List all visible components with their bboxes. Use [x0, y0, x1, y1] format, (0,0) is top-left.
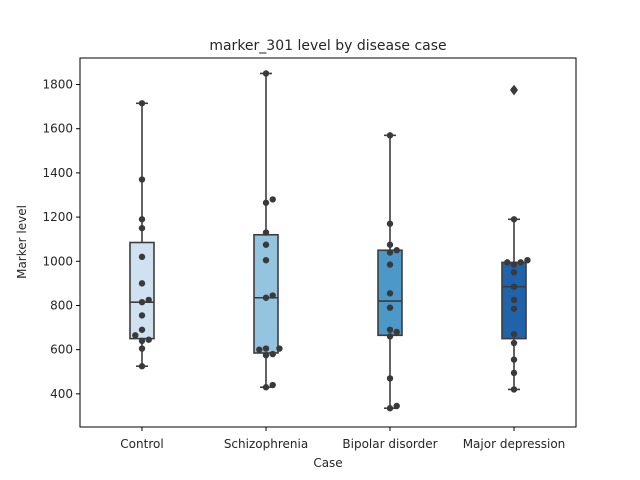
- data-point: [386, 326, 394, 333]
- data-point: [138, 100, 146, 107]
- data-point: [262, 241, 270, 248]
- data-point: [510, 283, 518, 290]
- data-point: [393, 328, 400, 336]
- y-tick-label: 400: [50, 387, 73, 401]
- x-tick-label: Schizophrenia: [224, 437, 308, 451]
- data-point: [393, 247, 400, 254]
- x-tick-label: Major depression: [463, 437, 566, 451]
- data-point: [256, 346, 263, 353]
- data-point: [138, 253, 146, 261]
- data-point: [262, 294, 270, 301]
- data-point: [386, 241, 394, 248]
- data-point: [269, 196, 276, 203]
- data-point: [386, 290, 394, 297]
- data-point: [386, 249, 394, 256]
- data-point: [138, 298, 146, 306]
- data-point: [386, 220, 394, 227]
- y-tick-label: 1600: [42, 122, 73, 136]
- data-point: [510, 305, 518, 312]
- data-point: [138, 363, 146, 370]
- data-point: [138, 345, 146, 352]
- x-tick-label: Bipolar disorder: [342, 437, 437, 451]
- data-point: [138, 312, 146, 319]
- data-point: [262, 345, 270, 352]
- plot-frame: [79, 57, 577, 428]
- data-point: [138, 224, 146, 232]
- data-point: [132, 332, 139, 339]
- data-point: [269, 350, 276, 358]
- y-tick-label: 1800: [42, 78, 73, 92]
- data-point: [510, 369, 518, 377]
- y-axis-title: Marker level: [15, 205, 29, 279]
- data-point: [386, 405, 394, 412]
- data-point: [393, 402, 400, 410]
- data-point: [510, 269, 518, 276]
- data-point: [510, 86, 518, 94]
- data-point: [269, 381, 276, 389]
- data-point: [138, 176, 146, 183]
- data-point: [138, 280, 146, 287]
- data-point: [145, 296, 152, 304]
- data-point: [510, 216, 518, 223]
- chart-title: marker_301 level by disease case: [209, 38, 446, 54]
- data-point: [524, 256, 531, 264]
- data-point: [517, 259, 524, 266]
- data-point: [145, 336, 152, 343]
- data-point: [510, 330, 518, 338]
- data-point: [138, 216, 146, 223]
- data-point: [262, 384, 270, 391]
- data-point: [510, 339, 518, 347]
- data-point: [386, 375, 394, 382]
- data-point: [510, 386, 518, 393]
- x-tick-label: Control: [120, 437, 163, 451]
- y-tick-label: 800: [50, 298, 73, 312]
- data-point: [262, 70, 270, 77]
- data-point: [262, 229, 270, 236]
- data-point: [386, 333, 394, 340]
- data-point: [510, 296, 518, 304]
- data-point: [510, 261, 518, 268]
- data-point: [510, 356, 518, 363]
- y-tick-label: 1000: [42, 254, 73, 268]
- data-point: [138, 337, 146, 345]
- data-point: [138, 326, 146, 333]
- y-tick-label: 1200: [42, 210, 73, 224]
- plot-area: [80, 58, 576, 427]
- data-point: [386, 304, 394, 311]
- data-point: [269, 292, 276, 299]
- data-point: [386, 132, 394, 139]
- data-point: [276, 345, 283, 352]
- x-axis-title: Case: [313, 456, 342, 470]
- y-tick-label: 600: [50, 343, 73, 357]
- data-point: [386, 261, 394, 268]
- data-point: [262, 256, 270, 264]
- data-point: [262, 199, 270, 206]
- data-point: [504, 259, 511, 266]
- y-tick-label: 1400: [42, 166, 73, 180]
- data-point: [262, 351, 270, 359]
